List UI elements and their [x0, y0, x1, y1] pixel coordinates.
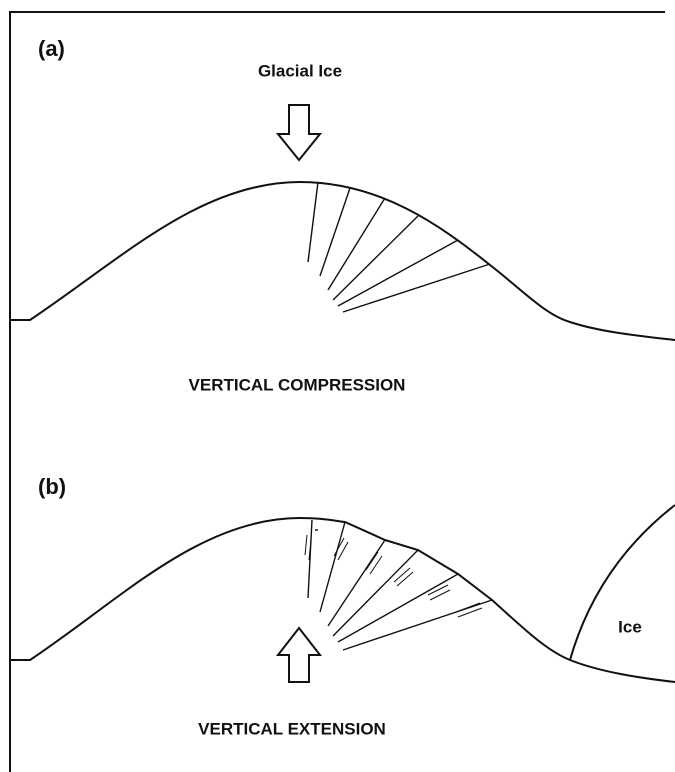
arrow-label: Glacial Ice: [258, 61, 342, 80]
up-arrow: [278, 628, 320, 682]
panel-label: (a): [38, 36, 65, 61]
landform: [10, 518, 675, 682]
fractures: [308, 182, 490, 312]
fractures: [308, 520, 492, 650]
panel-label: (b): [38, 474, 66, 499]
diagram: (a) Glacial Ice VERTICAL COMPRESSION (b)…: [0, 0, 675, 772]
page: {"panel_a": {"label": "(a)", "arrow_labe…: [0, 0, 675, 772]
ice-label: Ice: [618, 617, 642, 636]
caption: VERTICAL COMPRESSION: [189, 375, 406, 394]
caption: VERTICAL EXTENSION: [198, 719, 386, 738]
ice-front: [570, 505, 675, 660]
landform: [10, 182, 675, 340]
down-arrow: [278, 105, 320, 160]
